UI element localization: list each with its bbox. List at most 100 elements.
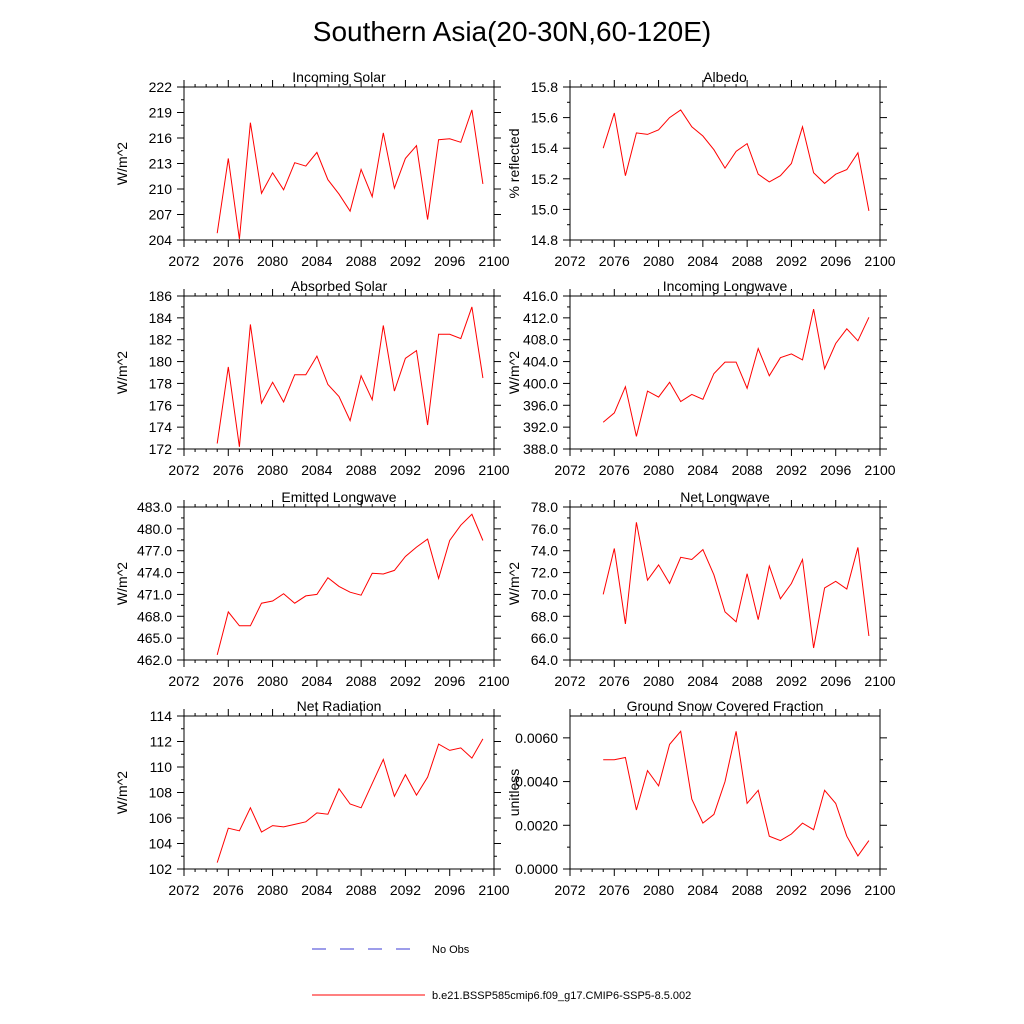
plot-frame xyxy=(569,295,881,450)
x-tick-label: 2092 xyxy=(390,882,421,898)
y-tick-label: 182 xyxy=(149,332,173,348)
y-tick-label: 477.0 xyxy=(137,543,172,559)
y-tick-label: 172 xyxy=(149,441,173,457)
y-tick-label: 106 xyxy=(149,810,173,826)
x-tick-label: 2100 xyxy=(864,462,895,478)
legend-model-label: b.e21.BSSP585cmip6.f09_g17.CMIP6-SSP5-8.… xyxy=(432,990,691,1002)
plot-frame xyxy=(183,506,495,661)
y-tick-label: 184 xyxy=(149,310,173,326)
figure-title: Southern Asia(20-30N,60-120E) xyxy=(313,16,711,47)
x-tick-label: 2092 xyxy=(776,462,807,478)
y-tick-label: 396.0 xyxy=(523,397,558,413)
plot-frame xyxy=(183,86,495,241)
x-tick-label: 2088 xyxy=(346,462,377,478)
y-tick-label: 0.0020 xyxy=(515,817,558,833)
panel-title: Net Longwave xyxy=(680,489,770,505)
x-tick-label: 2080 xyxy=(257,253,288,269)
plot-frame xyxy=(183,295,495,450)
x-tick-label: 2096 xyxy=(434,882,465,898)
x-tick-label: 2084 xyxy=(301,462,332,478)
y-tick-label: 176 xyxy=(149,397,173,413)
x-tick-label: 2088 xyxy=(732,673,763,689)
y-tick-label: 104 xyxy=(149,836,173,852)
x-tick-label: 2088 xyxy=(346,673,377,689)
y-tick-label: 204 xyxy=(149,232,173,248)
x-tick-label: 2092 xyxy=(390,462,421,478)
y-tick-label: 210 xyxy=(149,181,173,197)
y-tick-label: 0.0040 xyxy=(515,774,558,790)
panel-title: Incoming Longwave xyxy=(663,278,788,294)
y-tick-label: 74.0 xyxy=(531,543,558,559)
y-tick-label: 480.0 xyxy=(137,521,172,537)
y-tick-label: 15.4 xyxy=(531,140,558,156)
y-tick-label: 174 xyxy=(149,419,173,435)
y-tick-label: 114 xyxy=(150,708,173,724)
y-tick-label: 465.0 xyxy=(137,630,172,646)
y-axis-label: % reflected xyxy=(506,128,522,198)
panel-title: Emitted Longwave xyxy=(281,489,396,505)
y-tick-label: 110 xyxy=(150,759,173,775)
y-tick-label: 180 xyxy=(149,354,173,370)
x-tick-label: 2072 xyxy=(168,253,199,269)
x-tick-label: 2092 xyxy=(776,673,807,689)
x-tick-label: 2072 xyxy=(554,673,585,689)
y-tick-label: 483.0 xyxy=(137,499,172,515)
y-tick-label: 400.0 xyxy=(523,375,558,391)
legend: No Obs b.e21.BSSP585cmip6.f09_g17.CMIP6-… xyxy=(312,944,691,1002)
x-tick-label: 2100 xyxy=(478,253,509,269)
y-tick-label: 68.0 xyxy=(531,608,558,624)
x-tick-label: 2072 xyxy=(554,462,585,478)
x-tick-label: 2084 xyxy=(301,673,332,689)
y-tick-label: 213 xyxy=(149,156,173,172)
y-tick-label: 15.2 xyxy=(531,171,558,187)
x-tick-label: 2088 xyxy=(346,253,377,269)
x-tick-label: 2088 xyxy=(732,253,763,269)
y-tick-label: 72.0 xyxy=(531,565,558,581)
x-tick-label: 2076 xyxy=(599,462,630,478)
x-tick-label: 2072 xyxy=(554,882,585,898)
y-tick-label: 0.0060 xyxy=(515,730,558,746)
x-tick-label: 2076 xyxy=(599,882,630,898)
panel-6: Net Longwave W/m^2 2072 2076 2080 2084 2088 209… xyxy=(506,489,896,689)
x-tick-label: 2080 xyxy=(257,882,288,898)
y-tick-label: 416.0 xyxy=(523,288,558,304)
y-tick-label: 219 xyxy=(149,105,173,121)
panel-5: Emitted Longwave W/m^2 2072 2076 2080 2084 208… xyxy=(114,489,510,689)
x-tick-label: 2072 xyxy=(554,253,585,269)
x-tick-label: 2084 xyxy=(301,882,332,898)
y-tick-label: 76.0 xyxy=(531,521,558,537)
y-tick-label: 412.0 xyxy=(523,310,558,326)
x-tick-label: 2100 xyxy=(478,673,509,689)
x-tick-label: 2096 xyxy=(820,882,851,898)
y-tick-label: 112 xyxy=(150,734,173,750)
x-tick-label: 2092 xyxy=(776,253,807,269)
x-tick-label: 2072 xyxy=(168,462,199,478)
y-axis-label: W/m^2 xyxy=(114,771,130,814)
x-tick-label: 2076 xyxy=(599,253,630,269)
x-tick-label: 2084 xyxy=(301,253,332,269)
x-tick-label: 2096 xyxy=(820,253,851,269)
panel-8: Ground Snow Covered Fraction unitless 2072… xyxy=(506,698,896,898)
x-tick-label: 2076 xyxy=(213,882,244,898)
x-tick-label: 2096 xyxy=(434,462,465,478)
y-axis-label: W/m^2 xyxy=(114,351,130,394)
x-tick-label: 2084 xyxy=(687,462,718,478)
panel-2: Albedo % reflected 2072 2076 2080 2084 2088 209… xyxy=(506,69,896,269)
x-tick-label: 2092 xyxy=(390,673,421,689)
y-tick-label: 207 xyxy=(149,207,173,223)
x-tick-label: 2092 xyxy=(776,882,807,898)
x-tick-label: 2088 xyxy=(732,882,763,898)
y-tick-label: 222 xyxy=(149,79,173,95)
y-tick-label: 462.0 xyxy=(137,652,172,668)
panel-title: Incoming Solar xyxy=(292,69,386,85)
series-line xyxy=(602,522,870,649)
y-tick-label: 388.0 xyxy=(523,441,558,457)
x-tick-label: 2072 xyxy=(168,882,199,898)
panel-title: Net Radiation xyxy=(297,698,382,714)
x-tick-label: 2076 xyxy=(213,673,244,689)
y-axis-label: W/m^2 xyxy=(114,142,130,185)
series-line xyxy=(216,513,484,656)
x-tick-label: 2096 xyxy=(434,673,465,689)
y-tick-label: 15.0 xyxy=(531,201,558,217)
